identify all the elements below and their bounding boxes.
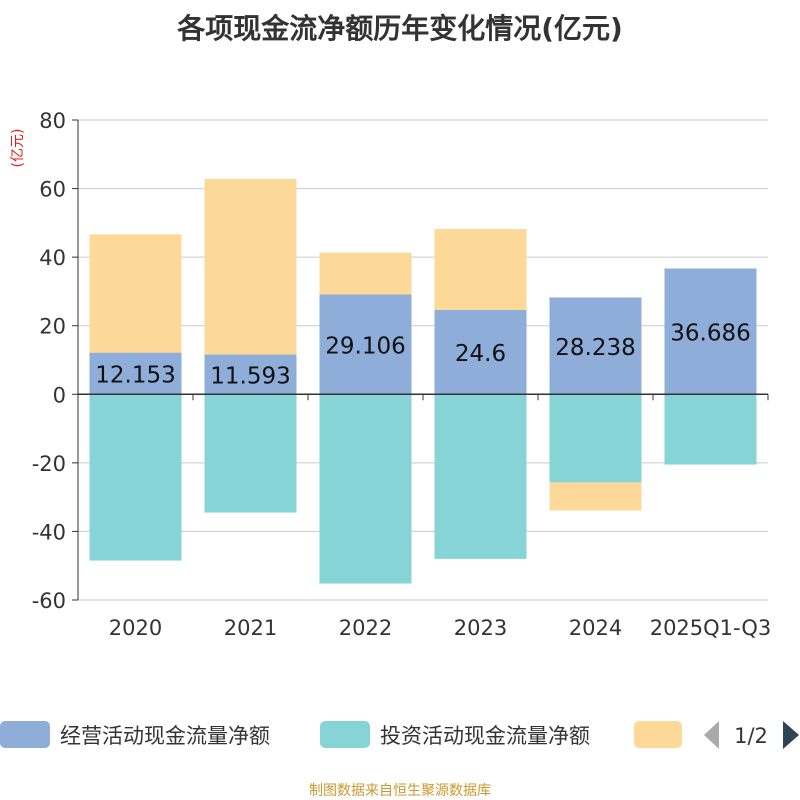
bar-value-label: 29.106 — [325, 333, 405, 359]
y-axis-label: (亿元) — [10, 129, 26, 168]
chart-title: 各项现金流净额历年变化情况(亿元) — [176, 12, 623, 45]
legend-page-indicator: 1/2 — [734, 724, 768, 748]
axes: -60 -40 -20 0 20 40 60 80 2020 2021 2022 2023 2024 20… — [32, 109, 772, 640]
bar-value-label: 24.6 — [455, 341, 506, 367]
y-tick-label: 60 — [39, 178, 66, 202]
y-tick-label: 20 — [39, 315, 66, 339]
legend-item-operating[interactable]: 经营活动现金流量净额 — [0, 721, 270, 748]
y-tick-label: -60 — [32, 589, 66, 613]
bar-2023-series-2[interactable] — [434, 229, 527, 310]
legend-swatch — [0, 721, 50, 748]
legend-item-investing[interactable]: 投资活动现金流量净额 — [320, 721, 590, 748]
bar-2023-series-1[interactable] — [434, 394, 527, 559]
bar-2023-series-0[interactable] — [434, 309, 527, 395]
legend: 经营活动现金流量净额 投资活动现金流量净额 1/2 — [0, 721, 799, 749]
bar-2020-series-2[interactable] — [89, 234, 182, 353]
bar-2024-series-2[interactable] — [549, 482, 642, 511]
bar-2025Q1-Q3-series-1[interactable] — [664, 394, 757, 465]
x-tick-label: 2021 — [224, 616, 277, 640]
bar-2021-series-1[interactable] — [204, 394, 297, 513]
legend-label: 经营活动现金流量净额 — [60, 724, 270, 748]
data-labels: 12.153 11.593 29.106 24.6 28.238 36.686 — [95, 320, 750, 389]
y-tick-label: 0 — [53, 383, 66, 407]
bar-2020-series-0[interactable] — [89, 352, 182, 395]
legend-prev-page-icon[interactable] — [704, 721, 719, 749]
legend-next-page-icon[interactable] — [783, 721, 799, 749]
bar-2024-series-0[interactable] — [549, 297, 642, 395]
legend-swatch — [320, 721, 370, 748]
bar-2020-series-1[interactable] — [89, 394, 182, 561]
legend-item-financing[interactable] — [634, 721, 682, 748]
x-tick-label: 2023 — [454, 616, 507, 640]
bar-2021-series-0[interactable] — [204, 354, 297, 395]
bar-2024-series-1[interactable] — [549, 394, 642, 483]
bar-2025Q1-Q3-series-0[interactable] — [664, 268, 757, 395]
legend-label: 投资活动现金流量净额 — [380, 724, 590, 748]
x-tick-label: 2024 — [569, 616, 622, 640]
bars — [89, 178, 757, 584]
y-tick-label: 80 — [39, 109, 66, 133]
y-tick-label: -40 — [32, 520, 66, 544]
x-tick-label: 2022 — [339, 616, 392, 640]
grid-lines — [78, 119, 768, 601]
bar-value-label: 12.153 — [95, 362, 175, 388]
y-tick-label: 40 — [39, 246, 66, 270]
bar-value-label: 28.238 — [555, 335, 635, 361]
y-tick-label: -20 — [32, 452, 66, 476]
source-footnote: 制图数据来自恒生聚源数据库 — [309, 783, 491, 799]
bar-value-label: 11.593 — [210, 363, 290, 389]
x-tick-label: 2020 — [109, 616, 162, 640]
bar-2021-series-2[interactable] — [204, 178, 297, 355]
x-tick-label: 2025Q1-Q3 — [650, 616, 772, 640]
bar-2022-series-1[interactable] — [319, 394, 412, 584]
bar-value-label: 36.686 — [670, 320, 750, 346]
bar-2022-series-2[interactable] — [319, 252, 412, 295]
bar-2022-series-0[interactable] — [319, 294, 412, 395]
legend-swatch — [634, 721, 682, 748]
